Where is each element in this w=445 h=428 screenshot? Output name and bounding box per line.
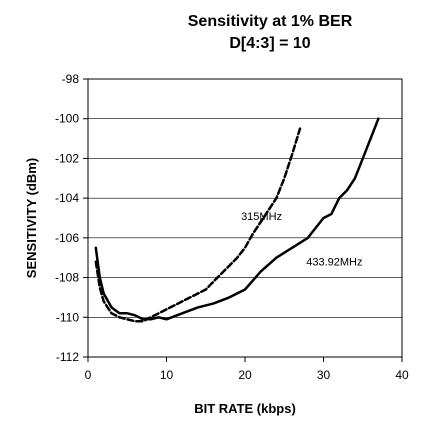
y-tick-label: -98 [62,72,80,86]
series-line-433-92mhz [94,117,380,321]
y-tick-label: -110 [56,310,79,324]
plot-area [87,78,403,358]
series-line-315mhz [94,127,302,323]
y-tick-label: -106 [55,231,79,245]
y-tick-label: -112 [56,350,79,364]
series-layer [94,117,380,323]
series-annotation: 315MHz [241,211,282,223]
x-tick-label: 0 [85,368,92,382]
y-tick-label: -102 [55,151,79,165]
y-tick-label: -100 [55,112,79,126]
y-tick-label: -104 [55,191,79,205]
x-axis-title: BIT RATE (kbps) [194,401,296,416]
x-tick-label: 20 [238,368,252,382]
annotation-layer: 315MHz 433.92MHz [241,211,362,269]
y-tick-label: -108 [55,271,79,285]
chart-title: Sensitivity at 1% BER [188,13,353,30]
series-annotation: 433.92MHz [306,257,362,269]
chart-subtitle: D[4:3] = 10 [229,35,310,52]
tick-layer: -112 -110 -108 -106 -104 -102 -100 -98 0 10 20 30 40 [55,72,409,382]
x-tick-label: 10 [160,368,174,382]
x-tick-label: 30 [317,368,331,382]
x-tick-label: 40 [395,368,409,382]
y-axis-title: SENSITIVITY (dBm) [24,158,39,278]
